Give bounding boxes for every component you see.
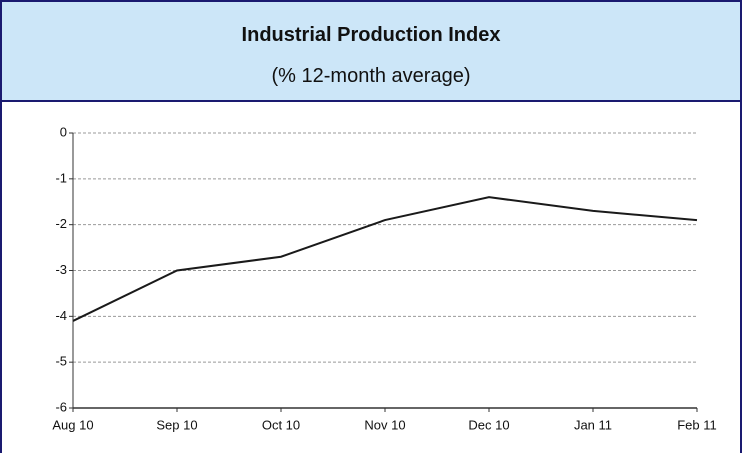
x-tick-label: Dec 10 bbox=[468, 417, 509, 432]
x-tick-label: Jan 11 bbox=[574, 417, 612, 432]
x-tick-label: Aug 10 bbox=[52, 417, 93, 432]
header: Industrial Production Index (% 12-month … bbox=[2, 2, 740, 102]
x-tick-label: Sep 10 bbox=[156, 417, 197, 432]
data-line bbox=[72, 196, 698, 322]
y-tick-label: -2 bbox=[55, 216, 67, 231]
y-tick-label: -3 bbox=[55, 262, 67, 277]
y-tick-label: -5 bbox=[55, 354, 67, 369]
x-tick-label: Nov 10 bbox=[364, 417, 405, 432]
y-tick-label: -4 bbox=[55, 308, 67, 323]
x-tick-label: Oct 10 bbox=[262, 417, 300, 432]
chart-subtitle: (% 12-month average) bbox=[271, 65, 471, 87]
y-tick-label: -1 bbox=[55, 170, 67, 185]
chart-title: Industrial Production Index bbox=[241, 24, 501, 46]
y-tick-label: -6 bbox=[55, 399, 67, 414]
x-tick-label: Feb 11 bbox=[677, 417, 717, 432]
y-tick-label: 0 bbox=[60, 124, 67, 139]
